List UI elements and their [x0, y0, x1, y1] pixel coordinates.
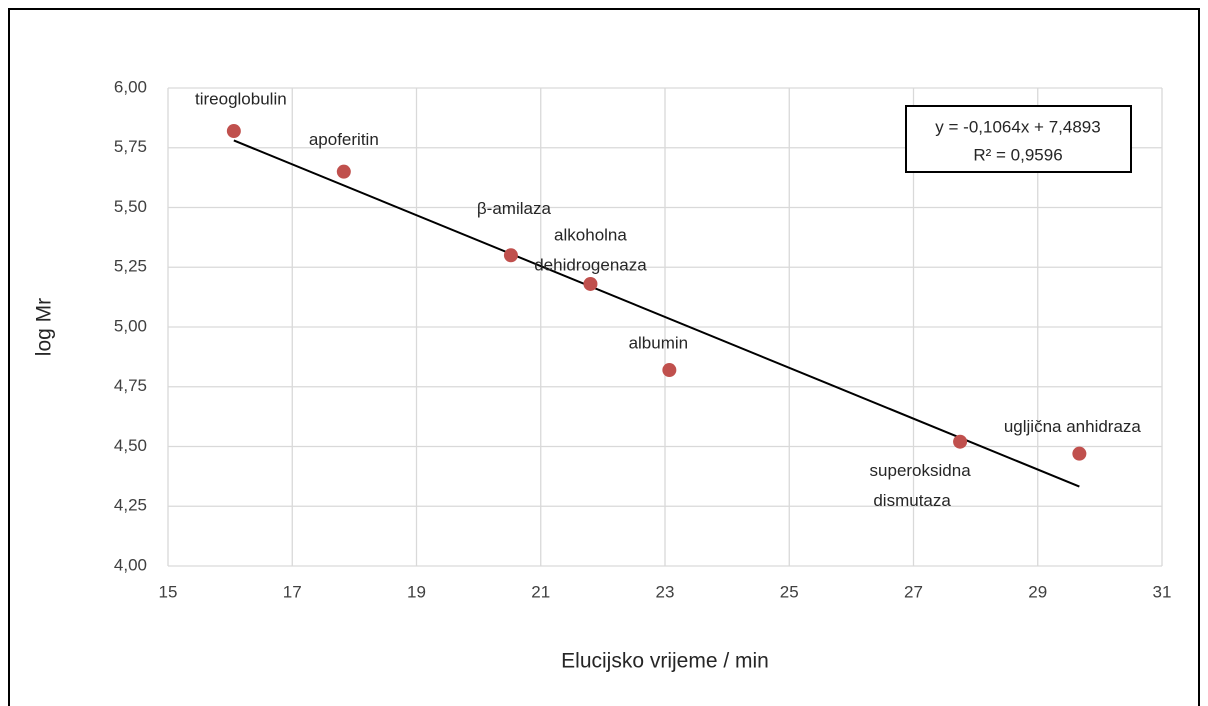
equation-box	[905, 105, 1132, 173]
x-tick-label: 15	[159, 582, 178, 601]
data-point	[583, 276, 598, 291]
x-tick-label: 29	[1028, 582, 1047, 601]
data-point	[503, 248, 518, 263]
data-point	[1072, 446, 1087, 461]
y-tick-label: 5,25	[114, 257, 147, 276]
x-tick-label: 21	[531, 582, 550, 601]
y-axis-title: log Mr	[33, 298, 56, 356]
y-tick-label: 5,00	[114, 316, 147, 335]
point-label: alkoholna	[554, 225, 627, 244]
point-label: dismutaza	[873, 491, 951, 510]
y-tick-label: 6,00	[114, 77, 147, 96]
trendline-r2: R² = 0,9596	[973, 145, 1062, 164]
point-label: dehidrogenaza	[534, 255, 647, 274]
x-tick-label: 27	[904, 582, 923, 601]
chart-border	[8, 8, 1200, 706]
y-tick-label: 4,75	[114, 376, 147, 395]
x-tick-label: 25	[780, 582, 799, 601]
point-label: ugljična anhidraza	[1004, 417, 1142, 436]
y-tick-label: 4,25	[114, 496, 147, 515]
x-tick-label: 23	[656, 582, 675, 601]
data-point	[662, 363, 677, 378]
data-point	[226, 124, 241, 139]
point-label: apoferitin	[309, 130, 379, 149]
y-tick-label: 5,50	[114, 197, 147, 216]
x-tick-label: 19	[407, 582, 426, 601]
y-tick-label: 4,00	[114, 555, 147, 574]
x-axis-title: Elucijsko vrijeme / min	[561, 650, 769, 673]
point-label: albumin	[629, 334, 689, 353]
trendline	[233, 139, 1080, 488]
data-point	[953, 434, 968, 449]
x-tick-label: 17	[283, 582, 302, 601]
y-tick-label: 4,50	[114, 436, 147, 455]
grid	[167, 87, 1163, 567]
point-label: tireoglobulin	[195, 90, 287, 109]
point-label: β-amilaza	[477, 199, 552, 218]
point-label: superoksidna	[870, 461, 972, 480]
y-tick-label: 5,75	[114, 137, 147, 156]
trendline-equation: y = -0,1064x + 7,4893	[935, 117, 1100, 136]
x-tick-label: 31	[1153, 582, 1172, 601]
data-point	[336, 164, 351, 179]
